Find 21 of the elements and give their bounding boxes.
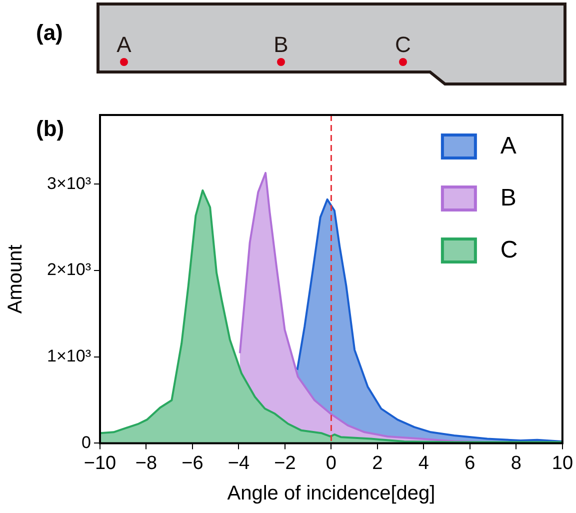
x-tick-label: 8 [510, 452, 522, 474]
x-tick-label: −8 [135, 452, 158, 474]
x-tick-label: −4 [228, 452, 250, 474]
y-tick-label: 0 [82, 432, 91, 452]
legend-label: C [500, 236, 518, 264]
text: (b) [36, 116, 64, 142]
y-tick-label: 3×10³ [47, 174, 92, 193]
x-tick-label: −10 [84, 452, 116, 474]
x-tick-label: 6 [464, 452, 476, 474]
x-tick-label: −6 [182, 452, 204, 474]
legend-label: A [500, 132, 516, 160]
y-tick-label: 1×10³ [47, 346, 92, 366]
x-tick-label: 4 [418, 452, 430, 474]
x-axis-title: Angle of incidence[deg] [227, 482, 436, 505]
legend-label: B [500, 184, 516, 212]
x-tick-label: 2 [372, 452, 383, 474]
y-tick-label: 2×10³ [47, 260, 92, 280]
x-tick-label: −2 [274, 452, 296, 474]
y-axis-title: Amount [4, 244, 27, 314]
x-tick-label: 10 [552, 452, 574, 474]
x-tick-label: 0 [326, 452, 337, 474]
